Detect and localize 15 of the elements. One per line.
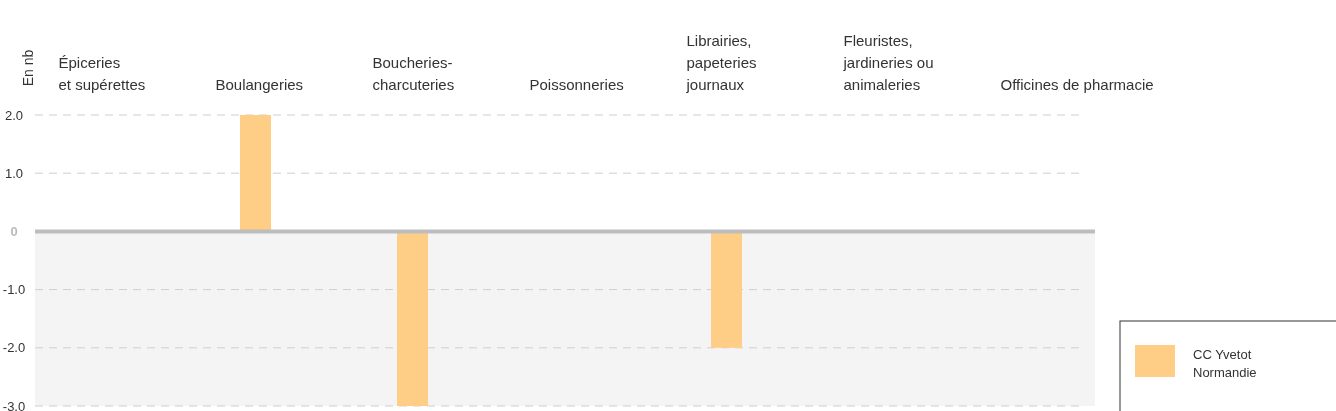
y-tick-label: 0 xyxy=(10,223,18,239)
y-tick-label: -1.0 xyxy=(2,282,26,298)
y-tick-label: 1.0 xyxy=(4,165,24,181)
x-tick-label: Fleuristes, jardineries ou animaleries xyxy=(842,32,934,93)
x-tick-label: Boulangeries xyxy=(215,76,304,93)
y-tick-label: -2.0 xyxy=(2,340,26,356)
x-tick-label: Librairies, papeteries journaux xyxy=(685,32,757,93)
text: CC Yvetot Normandie xyxy=(1193,347,1257,380)
x-tick-label: Épiceries et supérettes xyxy=(58,54,146,93)
y-tick-label: -3.0 xyxy=(2,398,26,411)
y-axis-title: En nb xyxy=(20,49,36,87)
x-tick-label: Officines de pharmacie xyxy=(1000,76,1154,93)
x-tick-label: Boucheries- charcuteries xyxy=(372,54,455,93)
y-tick-label: 2.0 xyxy=(4,107,24,123)
x-tick-label: Poissonneries xyxy=(529,76,624,93)
